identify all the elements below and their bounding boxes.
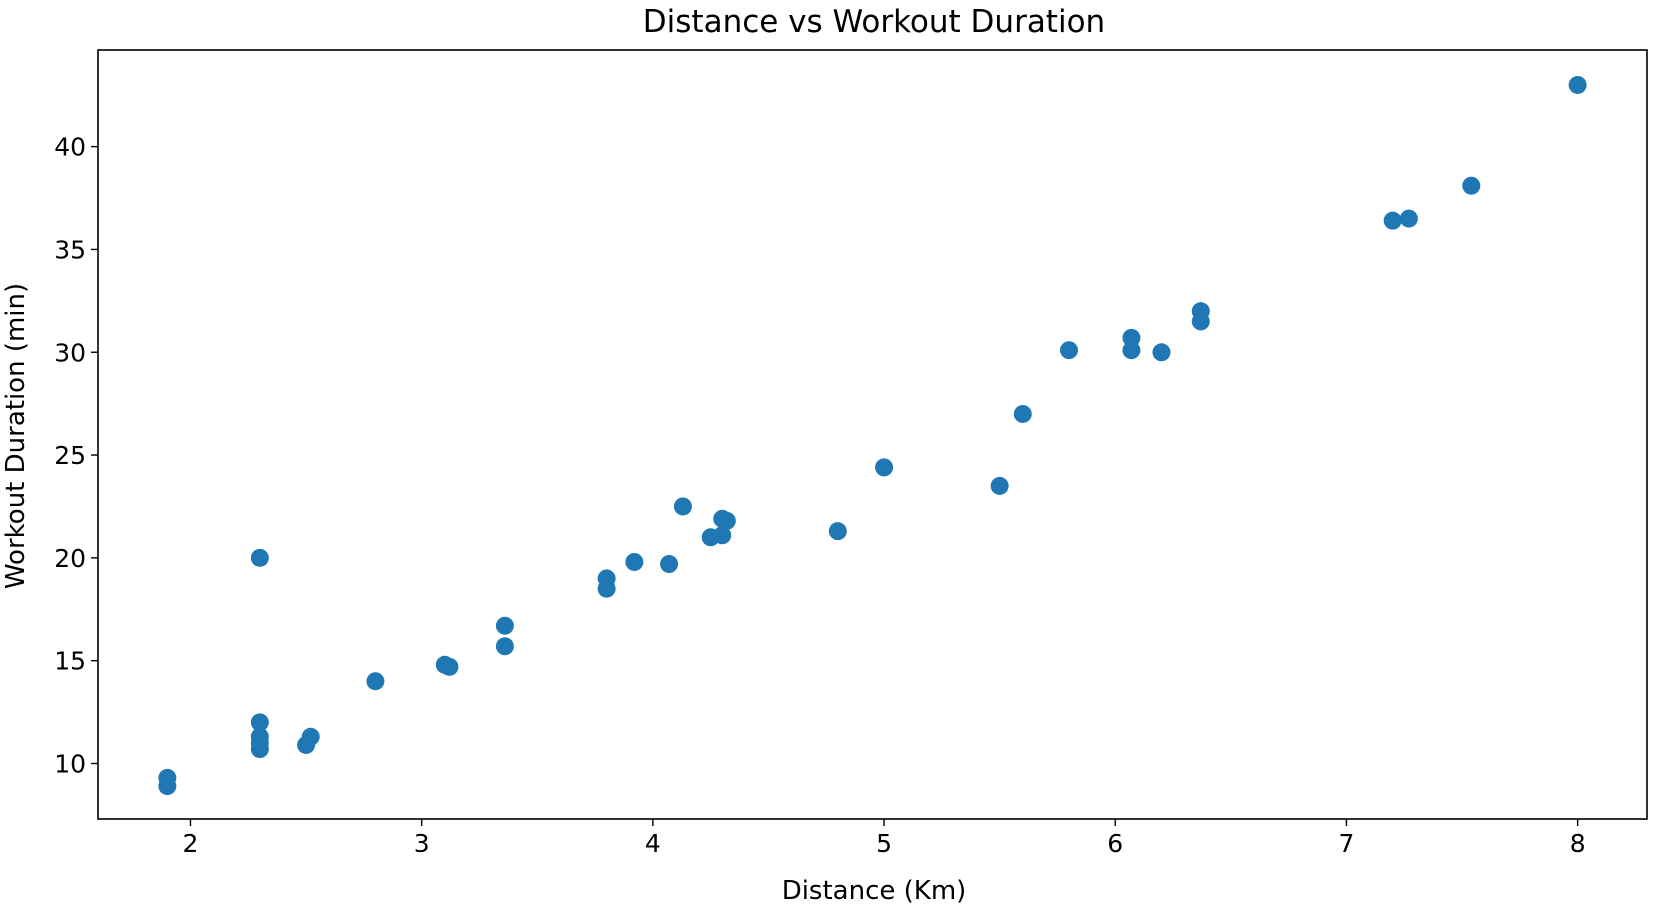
y-tick-label: 40 bbox=[54, 133, 86, 162]
data-point bbox=[158, 777, 177, 796]
data-point bbox=[1462, 176, 1481, 195]
data-point bbox=[440, 657, 459, 676]
data-point bbox=[1191, 312, 1210, 331]
y-tick-label: 20 bbox=[54, 544, 86, 573]
data-point bbox=[717, 511, 736, 530]
data-point bbox=[495, 637, 514, 656]
plot-area: 2 3 4 5 6 7 8 10 15 20 25 30 35 40 bbox=[54, 49, 1648, 858]
y-axis-label: Workout Duration (min) bbox=[1, 283, 31, 589]
data-point bbox=[625, 552, 644, 571]
y-tick-label: 30 bbox=[54, 338, 86, 367]
x-axis-label: Distance (Km) bbox=[782, 876, 967, 906]
data-point bbox=[1013, 404, 1032, 423]
x-tick-label: 2 bbox=[183, 829, 199, 858]
y-tick-label: 10 bbox=[54, 749, 86, 778]
x-tick-label: 8 bbox=[1570, 829, 1586, 858]
data-point bbox=[673, 497, 692, 516]
data-point bbox=[1122, 341, 1141, 360]
data-point bbox=[660, 555, 679, 574]
data-point bbox=[1152, 343, 1171, 362]
x-tick-label: 4 bbox=[645, 829, 661, 858]
data-point bbox=[250, 740, 269, 759]
y-tick-label: 15 bbox=[54, 647, 86, 676]
data-point bbox=[366, 672, 385, 691]
data-point bbox=[301, 727, 320, 746]
data-point bbox=[250, 713, 269, 732]
x-tick-label: 6 bbox=[1107, 829, 1123, 858]
data-point bbox=[1060, 341, 1079, 360]
data-point bbox=[828, 522, 847, 541]
data-point bbox=[495, 616, 514, 635]
data-point bbox=[1383, 211, 1402, 230]
plot-frame bbox=[97, 49, 1648, 820]
data-point bbox=[597, 579, 616, 598]
y-tick-label: 25 bbox=[54, 441, 86, 470]
data-point bbox=[990, 476, 1009, 495]
x-tick-label: 3 bbox=[414, 829, 430, 858]
data-point bbox=[713, 526, 732, 545]
x-tick-label: 5 bbox=[876, 829, 892, 858]
data-point bbox=[1568, 75, 1587, 94]
data-point bbox=[875, 458, 894, 477]
data-point bbox=[250, 548, 269, 567]
chart-title: Distance vs Workout Duration bbox=[643, 4, 1105, 40]
y-tick-label: 35 bbox=[54, 235, 86, 264]
data-point bbox=[1399, 209, 1418, 228]
x-tick-label: 7 bbox=[1338, 829, 1354, 858]
data-point bbox=[1122, 328, 1141, 347]
